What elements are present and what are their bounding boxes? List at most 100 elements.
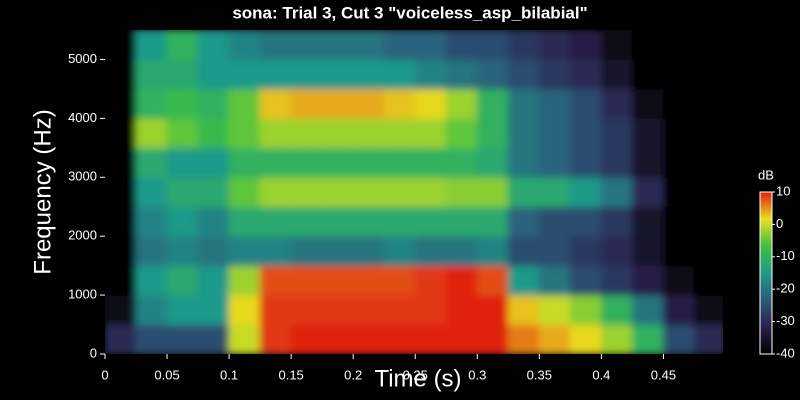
colorbar-swatch: [760, 285, 772, 289]
cell: [507, 235, 540, 267]
colorbar-swatch: [760, 227, 772, 231]
cell: [414, 265, 447, 296]
cell: [383, 58, 416, 90]
cell: [476, 235, 509, 267]
colorbar-swatch: [760, 257, 772, 261]
cell: [662, 117, 695, 149]
cell: [259, 117, 292, 149]
cell: [166, 324, 199, 354]
cell: [538, 88, 571, 119]
cell: [105, 30, 137, 60]
cell: [507, 294, 540, 326]
y-tick-label: 4000: [68, 110, 97, 125]
colorbar-swatch: [760, 211, 772, 215]
cell: [135, 58, 168, 90]
cell: [228, 324, 261, 354]
cell: [197, 88, 230, 119]
cell: [631, 88, 664, 119]
colorbar-tick-label: 10: [776, 183, 790, 198]
colorbar-swatch: [760, 287, 772, 291]
cell: [290, 324, 323, 354]
cell: [135, 117, 168, 149]
cell: [228, 30, 261, 60]
cell: [600, 206, 633, 237]
colorbar-swatch: [760, 337, 772, 341]
cell: [197, 147, 230, 178]
cell: [507, 265, 540, 296]
x-tick-label: 0.25: [403, 367, 428, 382]
colorbar-swatch: [760, 329, 772, 333]
cell: [662, 265, 695, 296]
cell: [228, 265, 261, 296]
cell: [445, 176, 478, 208]
cell: [259, 58, 292, 90]
cell: [631, 147, 664, 178]
cell: [383, 30, 416, 60]
cell: [321, 176, 354, 208]
cell: [321, 117, 354, 149]
cell: [476, 30, 509, 60]
cell: [383, 147, 416, 178]
cell: [600, 235, 633, 267]
cell: [290, 88, 323, 119]
cell: [631, 324, 664, 354]
colorbar-swatch: [760, 213, 772, 217]
cell: [166, 235, 199, 267]
colorbar-swatch: [760, 269, 772, 273]
cell: [693, 176, 723, 208]
cell: [569, 235, 602, 267]
cell: [135, 324, 168, 354]
chart-title: sona: Trial 3, Cut 3 "voiceless_asp_bila…: [232, 3, 587, 22]
colorbar-swatch: [760, 231, 772, 235]
cell: [414, 235, 447, 267]
cell: [569, 324, 602, 354]
cell: [135, 147, 168, 178]
cell: [197, 206, 230, 237]
cell: [383, 117, 416, 149]
colorbar-swatch: [760, 261, 772, 265]
x-tick-label: 0: [101, 367, 108, 382]
cell: [538, 147, 571, 178]
cell: [197, 265, 230, 296]
cell: [197, 235, 230, 267]
cell: [259, 235, 292, 267]
cell: [476, 176, 509, 208]
cell: [569, 117, 602, 149]
cell: [538, 206, 571, 237]
cell: [166, 117, 199, 149]
cell: [321, 88, 354, 119]
colorbar-swatch: [760, 293, 772, 297]
cell: [321, 235, 354, 267]
y-tick-label: 0: [90, 345, 97, 360]
y-axis-label: Frequency (Hz): [29, 109, 56, 274]
cell: [166, 265, 199, 296]
colorbar-swatch: [760, 315, 772, 319]
cell: [476, 117, 509, 149]
colorbar-swatch: [760, 225, 772, 229]
colorbar-swatch: [760, 203, 772, 207]
cell: [259, 206, 292, 237]
colorbar-swatch: [760, 207, 772, 211]
colorbar-swatch: [760, 239, 772, 243]
cell: [135, 88, 168, 119]
cell: [228, 117, 261, 149]
spectrogram: [105, 30, 723, 354]
cell: [352, 30, 385, 60]
cell: [600, 176, 633, 208]
colorbar-swatch: [760, 347, 772, 351]
cell: [383, 176, 416, 208]
cell: [538, 235, 571, 267]
cell: [197, 117, 230, 149]
cell: [166, 147, 199, 178]
colorbar-swatch: [760, 323, 772, 327]
cell: [414, 117, 447, 149]
cell: [197, 58, 230, 90]
cell: [321, 265, 354, 296]
cell: [445, 324, 478, 354]
cell: [166, 88, 199, 119]
colorbar-swatch: [760, 295, 772, 299]
cell: [476, 88, 509, 119]
cell: [290, 235, 323, 267]
cell: [352, 176, 385, 208]
